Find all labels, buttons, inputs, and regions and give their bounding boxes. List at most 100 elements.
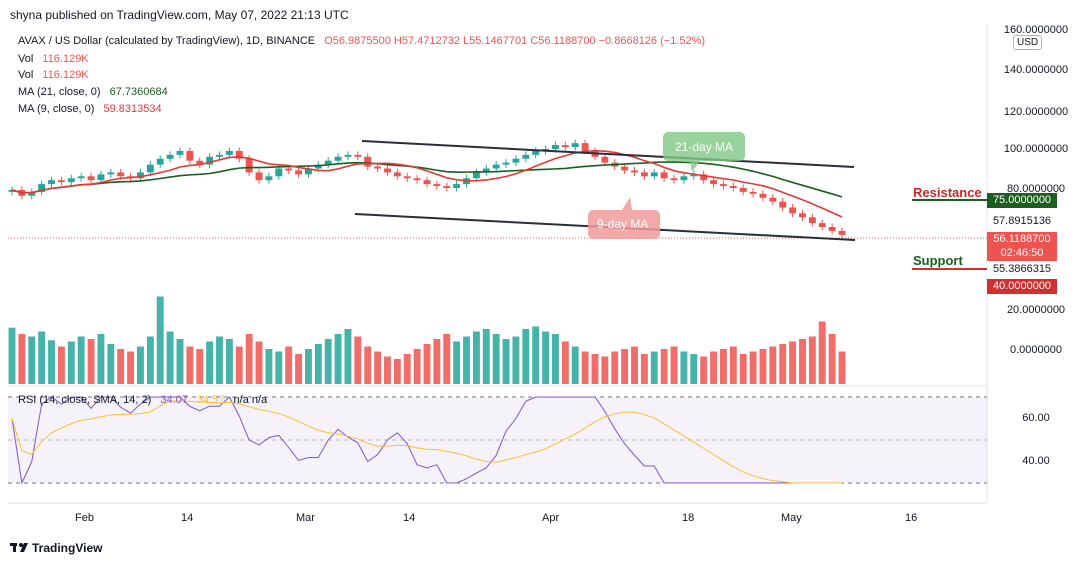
volume-bar[interactable] — [700, 356, 708, 385]
candle[interactable] — [601, 156, 609, 163]
volume-bar[interactable] — [808, 336, 816, 385]
volume-bar[interactable] — [97, 334, 105, 384]
volume-bar[interactable] — [18, 334, 26, 384]
candle[interactable] — [166, 154, 174, 159]
volume-bar[interactable] — [591, 354, 599, 384]
volume-bar[interactable] — [749, 351, 757, 385]
volume-bar[interactable] — [818, 321, 826, 385]
volume-bar[interactable] — [423, 344, 431, 384]
volume-bar[interactable] — [77, 336, 85, 385]
volume-bar[interactable] — [472, 331, 480, 385]
upper-trendline[interactable] — [361, 140, 855, 168]
candle[interactable] — [799, 213, 806, 218]
volume-bar[interactable] — [364, 346, 372, 385]
volume-bar[interactable] — [680, 351, 688, 385]
candle[interactable] — [384, 168, 391, 173]
candle[interactable] — [324, 160, 332, 165]
candle[interactable] — [285, 168, 293, 171]
volume-bar[interactable] — [403, 354, 411, 384]
volume-bar[interactable] — [729, 346, 737, 385]
candle[interactable] — [374, 166, 382, 169]
volume-bar[interactable] — [522, 329, 530, 384]
candle[interactable] — [423, 180, 431, 185]
candle[interactable] — [621, 166, 629, 171]
volume-bar[interactable] — [176, 339, 184, 384]
volume-bar[interactable] — [838, 351, 846, 385]
candle[interactable] — [393, 172, 401, 177]
volume-bar[interactable] — [482, 329, 490, 384]
candle[interactable] — [275, 168, 283, 177]
candle[interactable] — [640, 172, 648, 177]
volume-bar[interactable] — [393, 359, 401, 384]
volume-bar[interactable] — [304, 349, 312, 384]
candle[interactable] — [344, 154, 352, 157]
candle[interactable] — [769, 197, 777, 202]
volume-bar[interactable] — [571, 346, 579, 385]
volume-bar[interactable] — [769, 346, 777, 385]
volume-bar[interactable] — [443, 334, 451, 384]
candle[interactable] — [670, 178, 678, 181]
candle[interactable] — [146, 164, 154, 173]
volume-bar[interactable] — [453, 341, 461, 385]
volume-bar[interactable] — [433, 339, 441, 384]
vol2-label[interactable]: Vol — [18, 69, 34, 81]
volume-bar[interactable] — [156, 296, 164, 385]
candle[interactable] — [789, 207, 797, 214]
candle[interactable] — [354, 154, 362, 157]
candle[interactable] — [719, 184, 727, 187]
candle[interactable] — [87, 176, 95, 181]
volume-bar[interactable] — [344, 329, 352, 384]
candle[interactable] — [403, 176, 411, 179]
candle[interactable] — [186, 150, 194, 161]
candle[interactable] — [453, 184, 461, 188]
volume-bar[interactable] — [324, 339, 332, 384]
rsi-label[interactable]: RSI (14, close, SMA, 14, 2) — [18, 394, 152, 406]
candle[interactable] — [97, 174, 105, 181]
volume-bar[interactable] — [314, 344, 322, 384]
volume-bar[interactable] — [265, 349, 273, 384]
candle[interactable] — [8, 189, 16, 192]
candle[interactable] — [107, 172, 115, 175]
candle[interactable] — [532, 150, 540, 155]
volume-bar[interactable] — [650, 351, 658, 385]
candle[interactable] — [561, 145, 569, 148]
candle[interactable] — [700, 174, 708, 181]
volume-bar[interactable] — [28, 336, 36, 385]
candle[interactable] — [295, 170, 303, 175]
volume-bar[interactable] — [57, 346, 65, 385]
candle[interactable] — [522, 154, 530, 159]
candle[interactable] — [364, 156, 372, 167]
candle[interactable] — [67, 178, 75, 183]
candle[interactable] — [739, 188, 747, 192]
volume-bar[interactable] — [225, 339, 233, 384]
candle[interactable] — [779, 201, 787, 208]
volume-bar[interactable] — [660, 349, 668, 384]
candle[interactable] — [334, 156, 342, 161]
volume-bar[interactable] — [136, 346, 144, 385]
ma21-label[interactable]: MA (21, close, 0) — [18, 86, 101, 98]
candle[interactable] — [680, 176, 688, 181]
candle[interactable] — [660, 172, 668, 179]
volume-bar[interactable] — [295, 354, 303, 384]
vol1-label[interactable]: Vol — [18, 53, 34, 65]
volume-bar[interactable] — [384, 356, 391, 385]
candle[interactable] — [206, 156, 214, 165]
volume-bar[interactable] — [601, 356, 609, 385]
volume-bar[interactable] — [779, 344, 787, 384]
volume-bar[interactable] — [67, 341, 75, 385]
ma9-label[interactable]: MA (9, close, 0) — [18, 103, 95, 115]
candle[interactable] — [117, 172, 125, 177]
candle[interactable] — [216, 154, 223, 157]
candle[interactable] — [729, 186, 737, 188]
candle[interactable] — [314, 164, 322, 169]
volume-bar[interactable] — [502, 339, 510, 384]
volume-bar[interactable] — [739, 354, 747, 384]
volume-bar[interactable] — [216, 336, 223, 385]
ma9-callout[interactable] — [588, 197, 660, 239]
volume-bar[interactable] — [127, 351, 135, 385]
candle[interactable] — [255, 172, 263, 181]
candle[interactable] — [304, 168, 312, 175]
candle[interactable] — [502, 162, 510, 165]
volume-bar[interactable] — [621, 349, 629, 384]
candle[interactable] — [571, 143, 579, 148]
